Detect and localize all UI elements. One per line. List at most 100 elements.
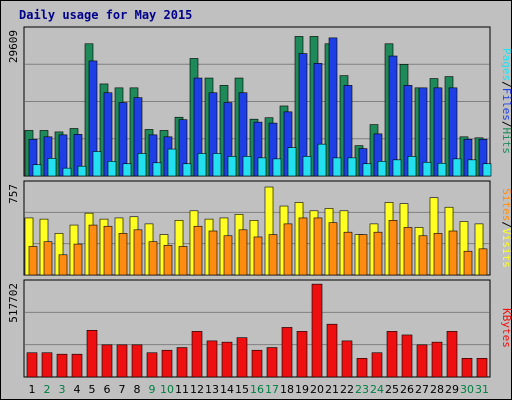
bar-pages-day-29 (452, 158, 462, 177)
bar-files-day-25 (388, 55, 398, 177)
day-label-22: 22 (340, 383, 354, 396)
bar-pages-day-6 (107, 161, 117, 177)
bar-pages-day-2 (47, 158, 57, 177)
bar-kbytes-day-3 (56, 353, 68, 378)
middle-ymax-label: 757 (7, 184, 20, 204)
bar-kbytes-day-28 (431, 341, 443, 378)
bar-pages-day-9 (152, 162, 162, 177)
bar-sites-day-1 (28, 246, 38, 276)
day-label-31: 31 (475, 383, 489, 396)
bar-kbytes-day-25 (386, 331, 398, 378)
bar-sites-day-31 (478, 248, 488, 276)
bar-sites-day-21 (328, 222, 338, 276)
bar-sites-day-17 (268, 234, 278, 276)
bar-kbytes-day-16 (251, 349, 263, 378)
bar-sites-day-25 (388, 220, 398, 276)
bar-pages-day-1 (32, 164, 42, 177)
bar-sites-day-15 (238, 229, 248, 276)
bar-files-day-21 (328, 37, 338, 177)
bar-kbytes-day-23 (356, 358, 368, 378)
bar-sites-day-13 (208, 230, 218, 276)
day-label-17: 17 (265, 383, 279, 396)
bars (24, 36, 492, 378)
chart-title: Daily usage for May 2015 (19, 8, 192, 22)
bar-pages-day-16 (257, 157, 267, 177)
day-label-4: 4 (74, 383, 81, 396)
bar-pages-day-10 (167, 148, 177, 177)
day-label-14: 14 (220, 383, 234, 396)
day-label-27: 27 (415, 383, 429, 396)
bar-kbytes-day-14 (221, 341, 233, 378)
bar-kbytes-day-17 (266, 347, 278, 378)
day-label-1: 1 (29, 383, 36, 396)
day-label-5: 5 (89, 383, 96, 396)
bar-pages-day-24 (377, 161, 387, 177)
bar-kbytes-day-13 (206, 340, 218, 378)
legend-entry: Files (500, 88, 512, 121)
bar-sites-day-20 (313, 217, 323, 276)
bar-pages-day-23 (362, 163, 372, 177)
bar-pages-day-5 (92, 151, 102, 177)
bar-kbytes-day-7 (116, 344, 128, 378)
bar-sites-day-5 (88, 224, 98, 276)
bar-kbytes-day-18 (281, 327, 293, 378)
bar-pages-day-19 (302, 156, 312, 177)
day-label-2: 2 (44, 383, 51, 396)
bar-pages-day-3 (62, 167, 72, 177)
day-label-7: 7 (119, 383, 126, 396)
legend-entry: Visits (500, 228, 512, 268)
bar-kbytes-day-15 (236, 337, 248, 378)
bar-kbytes-day-22 (341, 340, 353, 378)
day-label-13: 13 (205, 383, 219, 396)
bar-kbytes-day-4 (71, 353, 83, 378)
bar-sites-day-19 (298, 217, 308, 276)
bar-sites-day-4 (73, 243, 83, 276)
bar-kbytes-day-2 (41, 352, 53, 378)
bottom-ymax-label: 517702 (7, 283, 20, 323)
day-label-3: 3 (59, 383, 66, 396)
bar-sites-day-22 (343, 231, 353, 276)
bar-pages-day-7 (122, 163, 132, 177)
bar-pages-day-15 (242, 156, 252, 177)
day-label-15: 15 (235, 383, 249, 396)
bar-sites-day-3 (58, 254, 68, 276)
bar-sites-day-18 (283, 223, 293, 276)
day-label-21: 21 (325, 383, 339, 396)
bar-sites-day-11 (178, 246, 188, 276)
bar-kbytes-day-12 (191, 331, 203, 378)
legend-entry: Sites (500, 188, 512, 221)
bar-pages-day-14 (227, 156, 237, 177)
bar-pages-day-20 (317, 143, 327, 177)
day-label-23: 23 (355, 383, 369, 396)
bar-sites-day-6 (103, 225, 113, 276)
day-label-24: 24 (370, 383, 384, 396)
bar-sites-day-2 (43, 241, 53, 276)
bar-pages-day-4 (77, 165, 87, 177)
bottom-legend: KBytes (500, 308, 512, 348)
bar-sites-day-10 (163, 244, 173, 276)
day-label-29: 29 (445, 383, 459, 396)
bar-files-day-28 (433, 87, 443, 177)
bar-sites-day-23 (358, 234, 368, 276)
legend-entry: KBytes (500, 308, 512, 348)
bar-sites-day-9 (148, 241, 158, 276)
day-label-26: 26 (400, 383, 414, 396)
bar-pages-day-31 (482, 163, 492, 177)
day-label-19: 19 (295, 383, 309, 396)
bar-kbytes-day-6 (101, 344, 113, 378)
bar-pages-day-30 (467, 159, 477, 177)
day-label-10: 10 (160, 383, 174, 396)
bar-sites-day-29 (448, 230, 458, 276)
bar-pages-day-11 (182, 163, 192, 177)
bar-pages-day-27 (422, 161, 432, 177)
bar-pages-day-22 (347, 157, 357, 177)
bar-sites-day-16 (253, 236, 263, 276)
bar-sites-day-12 (193, 225, 203, 276)
top-legend: Pages/Files/Hits (500, 48, 512, 154)
day-label-18: 18 (280, 383, 294, 396)
bar-kbytes-day-31 (476, 358, 488, 378)
bar-kbytes-day-9 (146, 352, 158, 378)
bar-sites-day-28 (433, 233, 443, 276)
day-label-6: 6 (104, 383, 111, 396)
bar-kbytes-day-5 (86, 329, 98, 378)
